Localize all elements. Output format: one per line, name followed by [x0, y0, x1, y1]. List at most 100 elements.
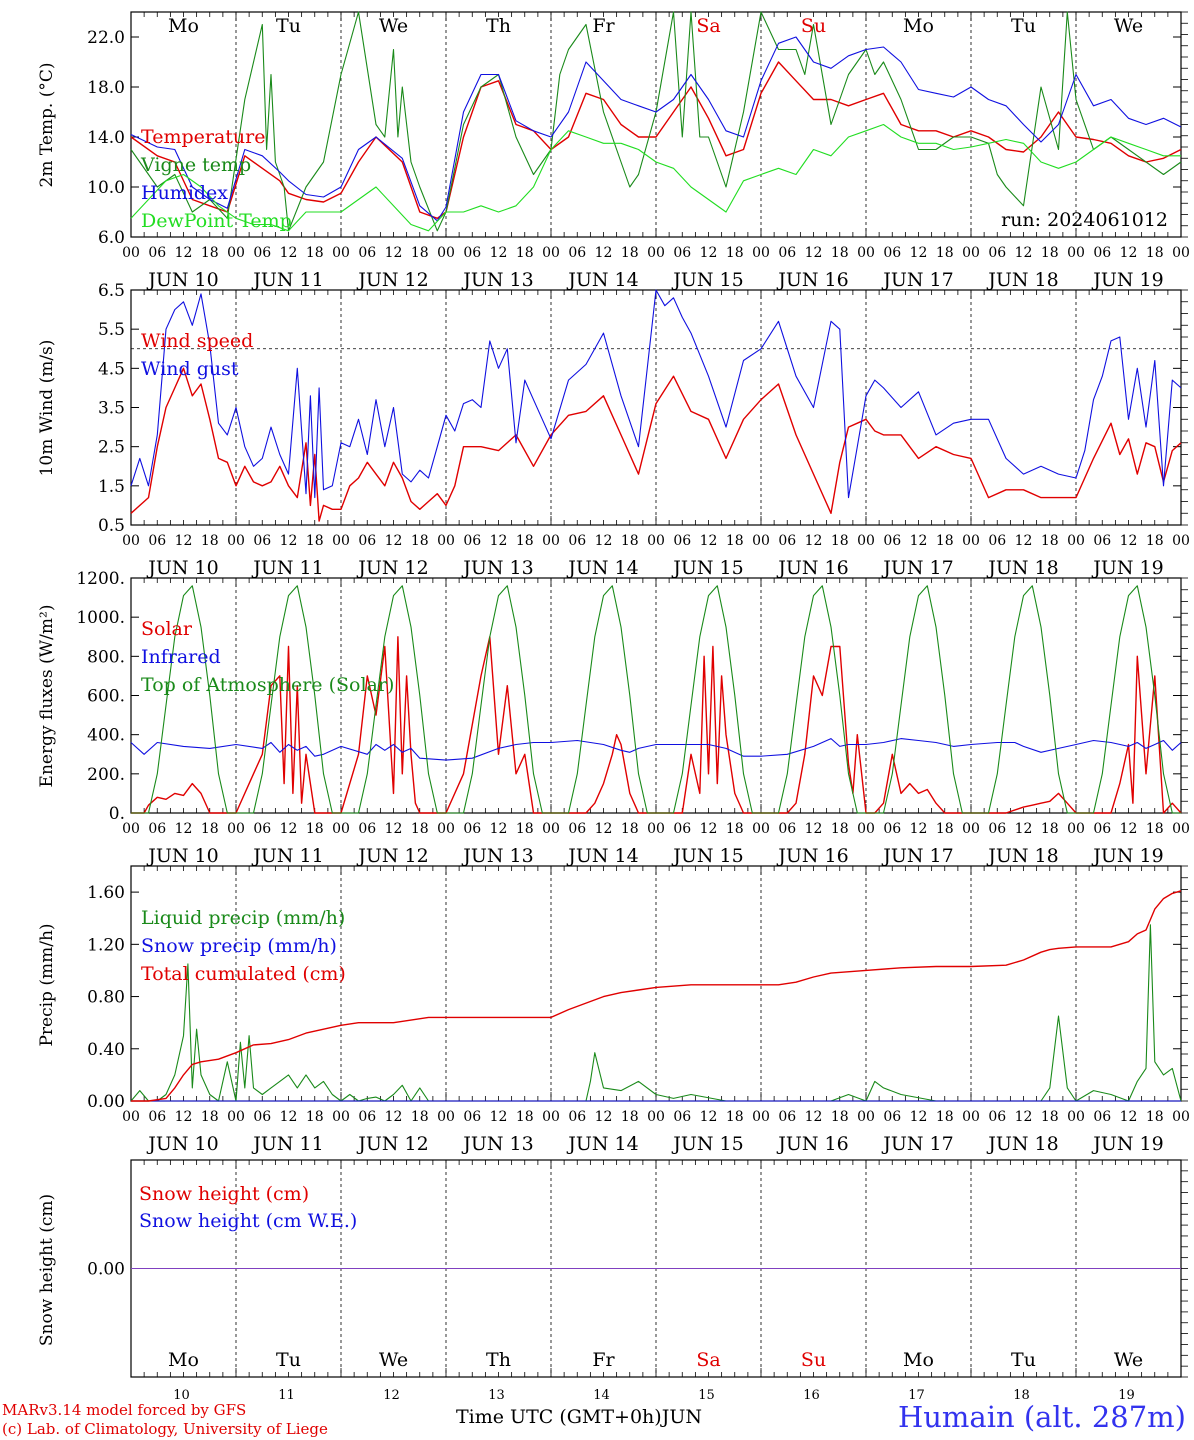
y-tick-label: 5.5 [98, 320, 125, 340]
date-label: JUN 19 [1091, 1133, 1163, 1155]
panel-4: 0.00 0.40 0.80 1.20 1.60 Precip (mm/h) Liquid … [37, 865, 1190, 1155]
hour-label: 12 [700, 1109, 718, 1125]
hour-label: 18 [1146, 1109, 1164, 1125]
date-label: JUN 11 [251, 269, 323, 291]
date-label: JUN 10 [146, 557, 218, 579]
date-label: JUN 17 [881, 269, 953, 291]
hour-label: 12 [1120, 821, 1138, 837]
date-label: JUN 18 [986, 845, 1058, 867]
series-line-top-of-atmosphere-solar- [131, 585, 1181, 814]
station-name: Humain (alt. 287m) [897, 1400, 1186, 1434]
hour-label: 06 [673, 821, 691, 837]
hour-label: 06 [358, 245, 376, 261]
y-tick-label: 400. [87, 726, 125, 746]
hour-label: 06 [253, 533, 271, 549]
date-label: JUN 17 [881, 557, 953, 579]
hour-label: 12 [1015, 821, 1033, 837]
hour-label: 06 [988, 245, 1006, 261]
hour-label: 00 [332, 245, 350, 261]
hour-label: 00 [647, 1109, 665, 1125]
hour-label: 12 [175, 245, 193, 261]
hour-label: 18 [411, 533, 429, 549]
hour-label: 00 [1067, 821, 1085, 837]
hour-label: 06 [463, 533, 481, 549]
hour-label: 12 [385, 1109, 403, 1125]
hour-label: 18 [516, 1109, 534, 1125]
date-label: JUN 15 [671, 269, 743, 291]
hour-label: 06 [358, 533, 376, 549]
hour-label: 12 [595, 533, 613, 549]
hour-label: 00 [227, 821, 245, 837]
hour-label: 00 [437, 821, 455, 837]
hour-label: 06 [883, 245, 901, 261]
y-tick-label: 1.20 [87, 935, 125, 955]
weekday-label: Tu [1011, 1349, 1036, 1371]
hour-label: 18 [411, 1109, 429, 1125]
hour-label: 00 [122, 821, 140, 837]
hour-label: 00 [1067, 533, 1085, 549]
hour-label: 12 [805, 1109, 823, 1125]
hour-label: 00 [1172, 245, 1190, 261]
date-label: JUN 19 [1091, 557, 1163, 579]
hour-label: 18 [1146, 821, 1164, 837]
hour-label: 18 [516, 533, 534, 549]
y-tick-label: 0. [109, 804, 125, 824]
y-tick-label: 22.0 [87, 28, 125, 48]
hour-label: 12 [805, 245, 823, 261]
date-label: JUN 15 [671, 845, 743, 867]
y-axis-label: Precip (mm/h) [37, 923, 57, 1046]
series-line-infrared [130, 738, 1182, 761]
legend-entry: Humidex [141, 182, 228, 204]
panel-5: 0.00 Snow height (cm) Snow height (cm) Snow… [37, 1159, 1188, 1403]
hour-label: 12 [385, 821, 403, 837]
hour-label: 00 [1172, 1109, 1190, 1125]
hour-label: 00 [437, 245, 455, 261]
hour-label: 00 [962, 1109, 980, 1125]
hour-label: 00 [752, 245, 770, 261]
date-label: JUN 14 [566, 1133, 638, 1155]
legend-entry: Total cumulated (cm) [141, 963, 346, 985]
hour-label: 18 [831, 533, 849, 549]
hour-label: 12 [280, 245, 298, 261]
series-line-vigne-temp [130, 11, 1182, 232]
hour-label: 12 [910, 1109, 928, 1125]
hour-label: 06 [1093, 533, 1111, 549]
hour-label: 06 [253, 1109, 271, 1125]
hour-label: 00 [227, 533, 245, 549]
weekday-label: Mo [903, 1349, 934, 1371]
hour-label: 18 [306, 245, 324, 261]
hour-label: 00 [1067, 245, 1085, 261]
y-tick-label: 18.0 [87, 78, 125, 98]
hour-label: 06 [883, 1109, 901, 1125]
weekday-label: Su [801, 15, 826, 37]
hour-label: 06 [1093, 1109, 1111, 1125]
legend-entry: Vigne temp [140, 154, 251, 176]
hour-label: 12 [595, 821, 613, 837]
date-label: JUN 19 [1091, 845, 1163, 867]
hour-label: 06 [568, 1109, 586, 1125]
hour-label: 06 [253, 821, 271, 837]
day-number: 13 [488, 1388, 505, 1403]
hour-label: 18 [306, 1109, 324, 1125]
y-tick-label: 10.0 [87, 178, 125, 198]
hour-label: 06 [673, 1109, 691, 1125]
weekday-label: Mo [168, 15, 199, 37]
hour-label: 06 [148, 245, 166, 261]
hour-label: 06 [463, 245, 481, 261]
weekday-label: Su [801, 1349, 826, 1371]
x-axis-month: JUN [661, 1406, 702, 1428]
weekday-label: We [379, 1349, 408, 1371]
y-tick-label: 1.60 [87, 883, 125, 903]
y-tick-label: 0.5 [98, 516, 125, 536]
hour-label: 00 [857, 245, 875, 261]
day-number: 16 [803, 1388, 820, 1403]
hour-label: 12 [700, 533, 718, 549]
hour-label: 00 [1067, 1109, 1085, 1125]
hour-label: 18 [1041, 1109, 1059, 1125]
hour-label: 06 [883, 821, 901, 837]
hour-label: 00 [542, 1109, 560, 1125]
hour-label: 00 [122, 1109, 140, 1125]
series-line-wind-speed [130, 367, 1182, 522]
hour-label: 18 [726, 1109, 744, 1125]
date-label: JUN 13 [461, 269, 533, 291]
